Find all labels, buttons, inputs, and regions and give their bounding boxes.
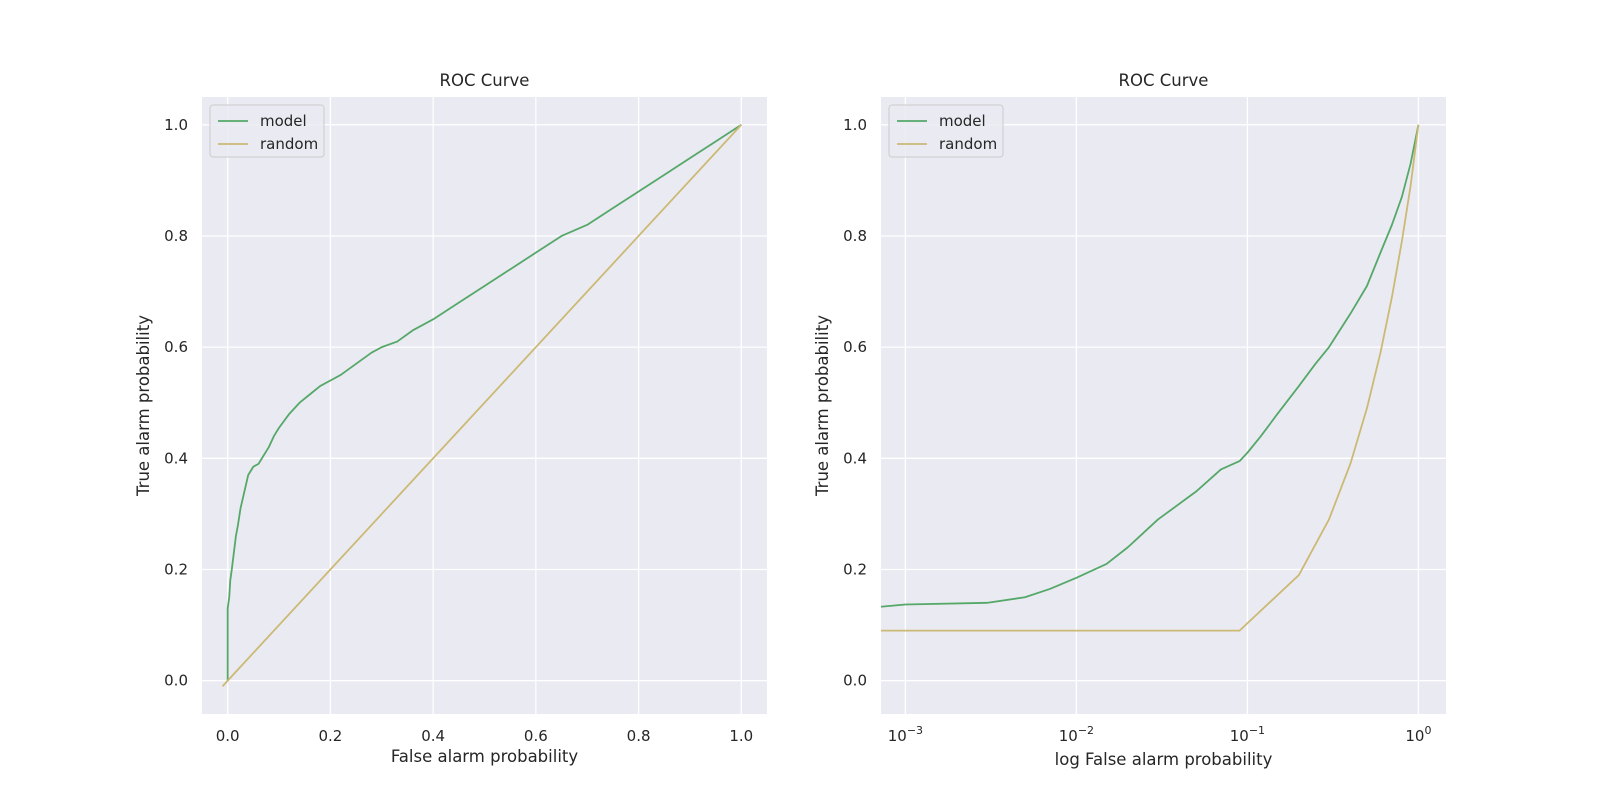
chart-title: ROC Curve xyxy=(440,71,530,90)
legend-label-random: random xyxy=(939,135,997,153)
x-tick-label: 0.4 xyxy=(421,727,445,745)
x-tick-label: 0.6 xyxy=(524,727,548,745)
legend: model random xyxy=(888,104,1004,158)
x-axis-label: log False alarm probability xyxy=(1055,750,1273,769)
series-line-random xyxy=(881,124,1420,632)
y-tick-label: 0.2 xyxy=(164,560,188,578)
y-tick-label: 1.0 xyxy=(164,116,188,134)
y-tick-label: 0.6 xyxy=(164,338,188,356)
y-axis-label: True alarm probability xyxy=(134,315,153,497)
y-tick-label: 0.8 xyxy=(843,227,867,245)
x-tick-label: 0.8 xyxy=(627,727,651,745)
y-tick-label: 1.0 xyxy=(843,116,867,134)
x-tick-label: 10−3 xyxy=(888,724,923,745)
chart-panel-2: 10−3 10−2 10−1 100 0.0 0.2 0.4 0.6 0.8 1.0 ROC Cur… xyxy=(813,71,1446,769)
y-tick-label: 0.0 xyxy=(164,672,188,690)
series-group xyxy=(221,124,742,687)
x-tick-label: 0.2 xyxy=(318,727,342,745)
legend: model random xyxy=(209,104,325,158)
series-line-model xyxy=(881,124,1420,608)
y-tick-label: 0.4 xyxy=(843,449,867,467)
y-tick-label: 0.0 xyxy=(843,672,867,690)
series-group xyxy=(881,124,1420,632)
x-tick-label: 100 xyxy=(1405,724,1431,745)
x-tick-label: 10−2 xyxy=(1059,724,1094,745)
y-tick-label: 0.8 xyxy=(164,227,188,245)
y-axis-label: True alarm probability xyxy=(813,315,832,497)
x-tick-label: 1.0 xyxy=(729,727,753,745)
y-tick-label: 0.2 xyxy=(843,560,867,578)
legend-label-model: model xyxy=(260,112,307,130)
y-tick-label: 0.6 xyxy=(843,338,867,356)
plot-background xyxy=(881,97,1446,714)
x-axis-label: False alarm probability xyxy=(391,747,579,766)
chart-panel-1: 0.0 0.2 0.4 0.6 0.8 1.0 0.0 0.2 0.4 0.6 0.8 1.0 ROC … xyxy=(134,71,767,766)
x-tick-label: 0.0 xyxy=(216,727,240,745)
chart-title: ROC Curve xyxy=(1119,71,1209,90)
y-tick-label: 0.4 xyxy=(164,449,188,467)
x-tick-label: 10−1 xyxy=(1230,724,1265,745)
series-line-model xyxy=(226,124,742,681)
legend-label-model: model xyxy=(939,112,986,130)
series-line-random xyxy=(221,124,742,687)
legend-label-random: random xyxy=(260,135,318,153)
